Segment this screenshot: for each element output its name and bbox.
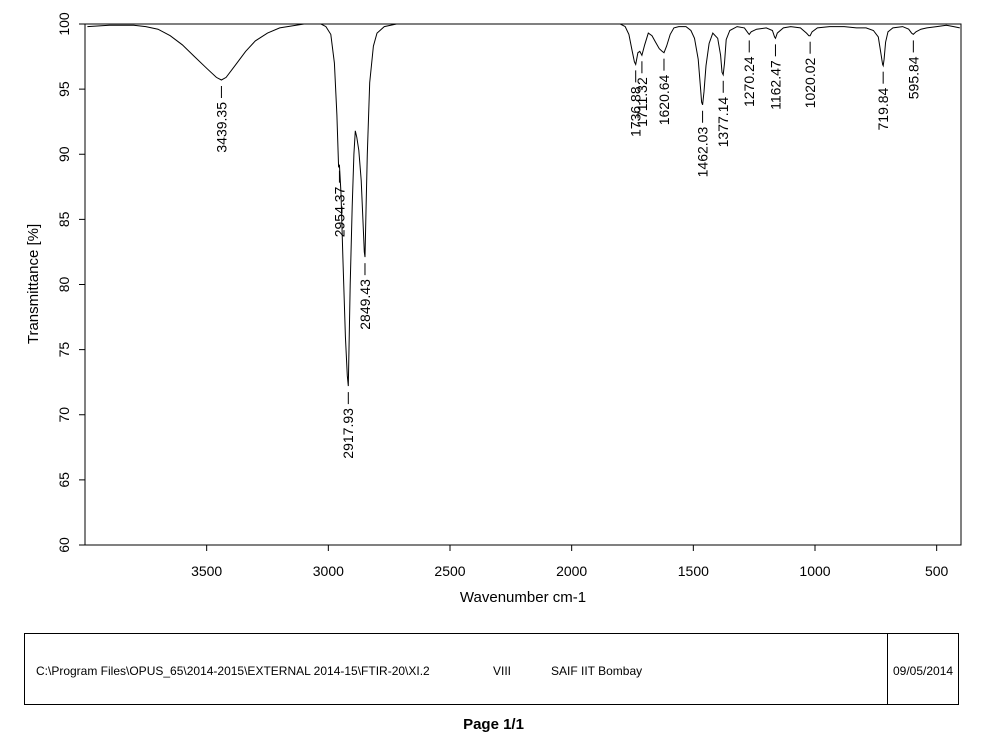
peak-value: 1711.32	[634, 77, 650, 127]
peak-label: 1020.02	[802, 41, 818, 109]
institute-name: SAIF IIT Bombay	[551, 664, 643, 678]
peak-value: 2954.37	[331, 186, 347, 237]
peak-value: 719.84	[875, 87, 891, 130]
y-tick-label: 65	[56, 472, 72, 488]
peak-labels: 3439.35 2954.37 2917.93 2849.43 1736.881711.…	[213, 40, 921, 459]
peak-value: 3439.35	[213, 102, 229, 153]
peak-label: 1462.03	[694, 110, 710, 178]
x-tick-label: 2500	[434, 563, 465, 579]
x-tick-label: 2000	[556, 563, 587, 579]
file-path: C:\Program Files\OPUS_65\2014-2015\EXTER…	[36, 664, 430, 678]
peak-label: 1377.14	[715, 80, 731, 148]
peak-label: 595.84	[905, 40, 921, 99]
x-axis: 3500 3000 2500 2000 1500 1000 500	[191, 545, 949, 579]
peak-label: 3439.35	[213, 86, 229, 153]
y-axis-label: Transmittance [%]	[25, 224, 42, 344]
peak-value: 1736.88	[628, 86, 644, 137]
peak-label: 2849.43	[357, 263, 373, 330]
sample-code: VIII	[493, 664, 512, 678]
y-axis: 60 65 70 75 80 85 90 95 100	[56, 12, 85, 553]
x-tick-label: 500	[925, 563, 949, 579]
x-tick-label: 1000	[799, 563, 830, 579]
ftir-spectrum-chart: 60 65 70 75 80 85 90 95 100 3500 3000 2500 2000 1500…	[25, 12, 962, 606]
peak-label: 1736.88	[628, 70, 644, 137]
peak-label: 719.84	[875, 71, 891, 131]
peak-label: 1270.24	[741, 40, 757, 107]
y-tick-label: 85	[56, 211, 72, 227]
y-tick-label: 80	[56, 277, 72, 293]
y-tick-label: 60	[56, 537, 72, 553]
peak-value: 595.84	[905, 56, 921, 99]
y-tick-label: 100	[56, 12, 72, 36]
x-tick-label: 1500	[678, 563, 709, 579]
y-tick-label: 70	[56, 407, 72, 423]
peak-value: 1270.24	[741, 56, 757, 107]
peak-value: 2849.43	[357, 279, 373, 330]
page-number: Page 1/1	[463, 716, 524, 733]
y-tick-label: 75	[56, 342, 72, 358]
footer-info-box: C:\Program Files\OPUS_65\2014-2015\EXTER…	[24, 633, 959, 705]
peak-value: 1620.64	[656, 74, 672, 125]
peak-label: 1711.32	[634, 61, 650, 127]
footer-divider	[887, 634, 888, 704]
x-tick-label: 3500	[191, 563, 222, 579]
y-tick-label: 90	[56, 146, 72, 162]
peak-value: 2917.93	[340, 408, 356, 459]
peak-value: 1162.47	[767, 60, 783, 110]
peak-label: 1620.64	[656, 58, 672, 125]
spectrum-line	[87, 23, 960, 387]
peak-value: 1377.14	[715, 97, 731, 148]
x-axis-label: Wavenumber cm-1	[460, 589, 586, 606]
peak-label: 1162.47	[767, 44, 783, 110]
measurement-date: 09/05/2014	[893, 664, 954, 678]
peak-value: 1020.02	[802, 58, 818, 109]
peak-label: 2954.37	[331, 170, 347, 237]
peak-value: 1462.03	[694, 127, 710, 178]
x-tick-label: 3000	[313, 563, 344, 579]
y-tick-label: 95	[56, 81, 72, 97]
peak-label: 2917.93	[340, 392, 356, 459]
